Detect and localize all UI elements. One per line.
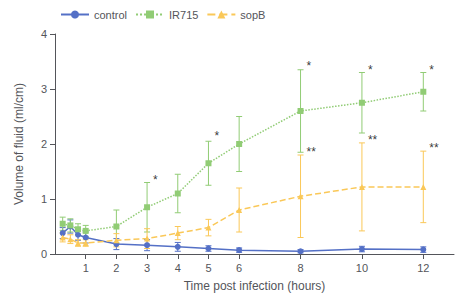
svg-text:**: ** <box>307 145 317 159</box>
svg-text:0: 0 <box>41 248 47 260</box>
svg-text:10: 10 <box>356 262 368 274</box>
svg-text:IR715: IR715 <box>169 9 198 21</box>
svg-text:8: 8 <box>297 262 303 274</box>
svg-text:5: 5 <box>205 262 211 274</box>
svg-text:3: 3 <box>41 83 47 95</box>
svg-text:sopB: sopB <box>240 9 265 21</box>
svg-text:control: control <box>94 9 127 21</box>
svg-text:Volume of fluid (ml/cm): Volume of fluid (ml/cm) <box>12 83 26 205</box>
svg-text:12: 12 <box>417 262 429 274</box>
svg-text:*: * <box>429 63 434 77</box>
svg-text:4: 4 <box>41 28 47 40</box>
svg-text:1: 1 <box>41 193 47 205</box>
svg-text:3: 3 <box>144 262 150 274</box>
svg-text:**: ** <box>368 133 378 147</box>
svg-text:2: 2 <box>113 262 119 274</box>
svg-text:*: * <box>153 173 158 187</box>
svg-text:1: 1 <box>83 262 89 274</box>
svg-text:6: 6 <box>236 262 242 274</box>
svg-text:*: * <box>368 63 373 77</box>
svg-text:*: * <box>214 129 219 143</box>
svg-text:Time post infection (hours): Time post infection (hours) <box>184 279 326 293</box>
svg-text:2: 2 <box>41 138 47 150</box>
svg-text:4: 4 <box>175 262 181 274</box>
svg-text:*: * <box>307 59 312 73</box>
svg-text:**: ** <box>429 141 439 155</box>
